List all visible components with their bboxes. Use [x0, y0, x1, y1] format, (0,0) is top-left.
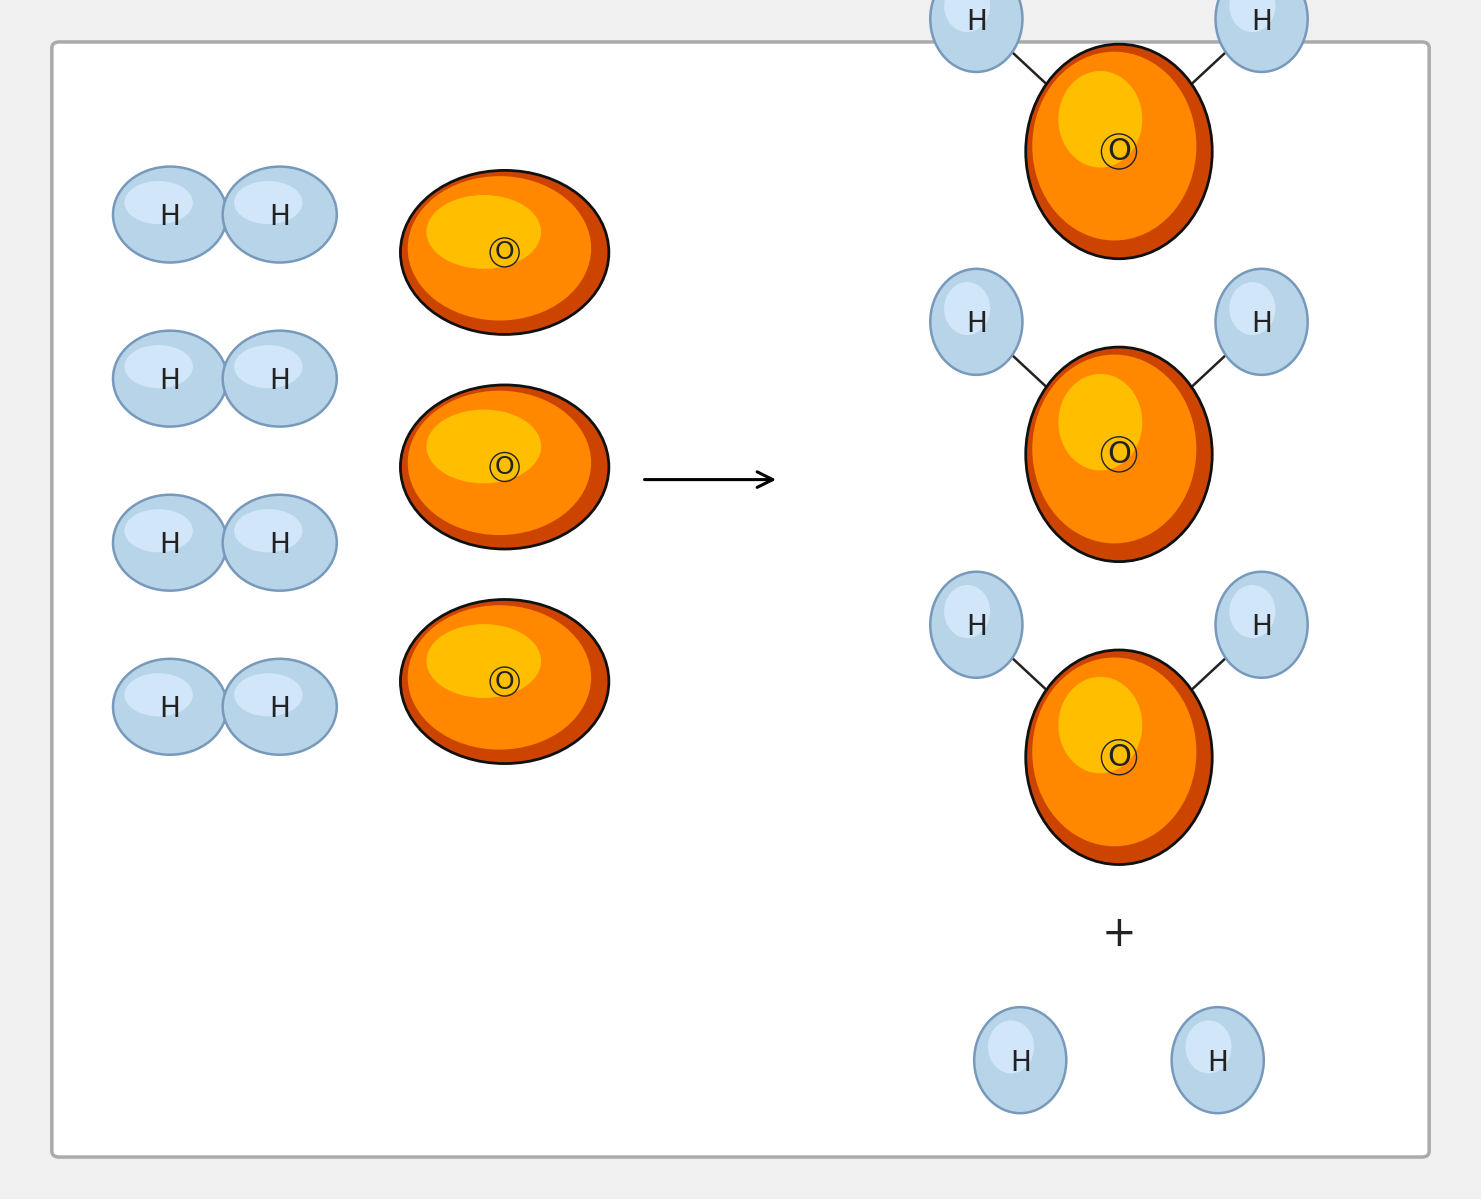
Circle shape — [1229, 0, 1275, 32]
Circle shape — [1171, 1007, 1263, 1113]
Text: H: H — [966, 7, 986, 36]
Text: H: H — [1251, 7, 1272, 36]
Text: H: H — [160, 531, 181, 559]
Circle shape — [1059, 71, 1142, 168]
Ellipse shape — [113, 495, 227, 591]
Circle shape — [1059, 374, 1142, 470]
Ellipse shape — [400, 600, 609, 764]
Text: H: H — [1251, 614, 1272, 641]
Ellipse shape — [124, 510, 193, 553]
Text: O: O — [1106, 137, 1131, 165]
Circle shape — [1216, 269, 1308, 375]
Ellipse shape — [427, 195, 541, 269]
Ellipse shape — [222, 331, 336, 427]
Circle shape — [943, 282, 991, 335]
Text: O: O — [495, 669, 514, 693]
Ellipse shape — [427, 625, 541, 698]
Ellipse shape — [124, 345, 193, 388]
Circle shape — [930, 0, 1022, 72]
Text: H: H — [966, 614, 986, 641]
Circle shape — [1229, 585, 1275, 638]
Circle shape — [930, 269, 1022, 375]
Text: O: O — [495, 454, 514, 478]
Ellipse shape — [124, 181, 193, 224]
Ellipse shape — [407, 176, 591, 320]
Ellipse shape — [113, 167, 227, 263]
Text: H: H — [160, 695, 181, 723]
Ellipse shape — [113, 331, 227, 427]
Circle shape — [1032, 355, 1197, 543]
Ellipse shape — [234, 181, 302, 224]
Circle shape — [1032, 657, 1197, 846]
Ellipse shape — [427, 410, 541, 483]
Text: O: O — [495, 241, 514, 265]
Circle shape — [943, 585, 991, 638]
Text: H: H — [270, 367, 290, 394]
Ellipse shape — [234, 510, 302, 553]
Ellipse shape — [407, 391, 591, 535]
Ellipse shape — [222, 495, 336, 591]
Text: H: H — [966, 311, 986, 338]
Text: H: H — [270, 531, 290, 559]
Ellipse shape — [407, 605, 591, 749]
Ellipse shape — [400, 170, 609, 335]
Circle shape — [1059, 676, 1142, 773]
Circle shape — [930, 572, 1022, 677]
Circle shape — [1229, 282, 1275, 335]
Circle shape — [1026, 347, 1213, 561]
Circle shape — [943, 0, 991, 32]
Circle shape — [1185, 1020, 1232, 1073]
Text: H: H — [1010, 1049, 1031, 1077]
Text: O: O — [1106, 742, 1131, 772]
Circle shape — [1026, 44, 1213, 259]
Circle shape — [1032, 52, 1197, 241]
Text: +: + — [1102, 912, 1136, 954]
Ellipse shape — [124, 673, 193, 716]
Circle shape — [1026, 650, 1213, 864]
Ellipse shape — [113, 658, 227, 754]
Ellipse shape — [234, 345, 302, 388]
Circle shape — [1216, 0, 1308, 72]
Circle shape — [988, 1020, 1034, 1073]
Text: H: H — [160, 367, 181, 394]
Text: H: H — [160, 203, 181, 231]
Circle shape — [974, 1007, 1066, 1113]
Ellipse shape — [234, 673, 302, 716]
Text: O: O — [1106, 440, 1131, 469]
Text: H: H — [270, 695, 290, 723]
Text: H: H — [270, 203, 290, 231]
Ellipse shape — [222, 167, 336, 263]
Text: H: H — [1207, 1049, 1228, 1077]
Text: H: H — [1251, 311, 1272, 338]
Circle shape — [1216, 572, 1308, 677]
Ellipse shape — [400, 385, 609, 549]
Ellipse shape — [222, 658, 336, 754]
